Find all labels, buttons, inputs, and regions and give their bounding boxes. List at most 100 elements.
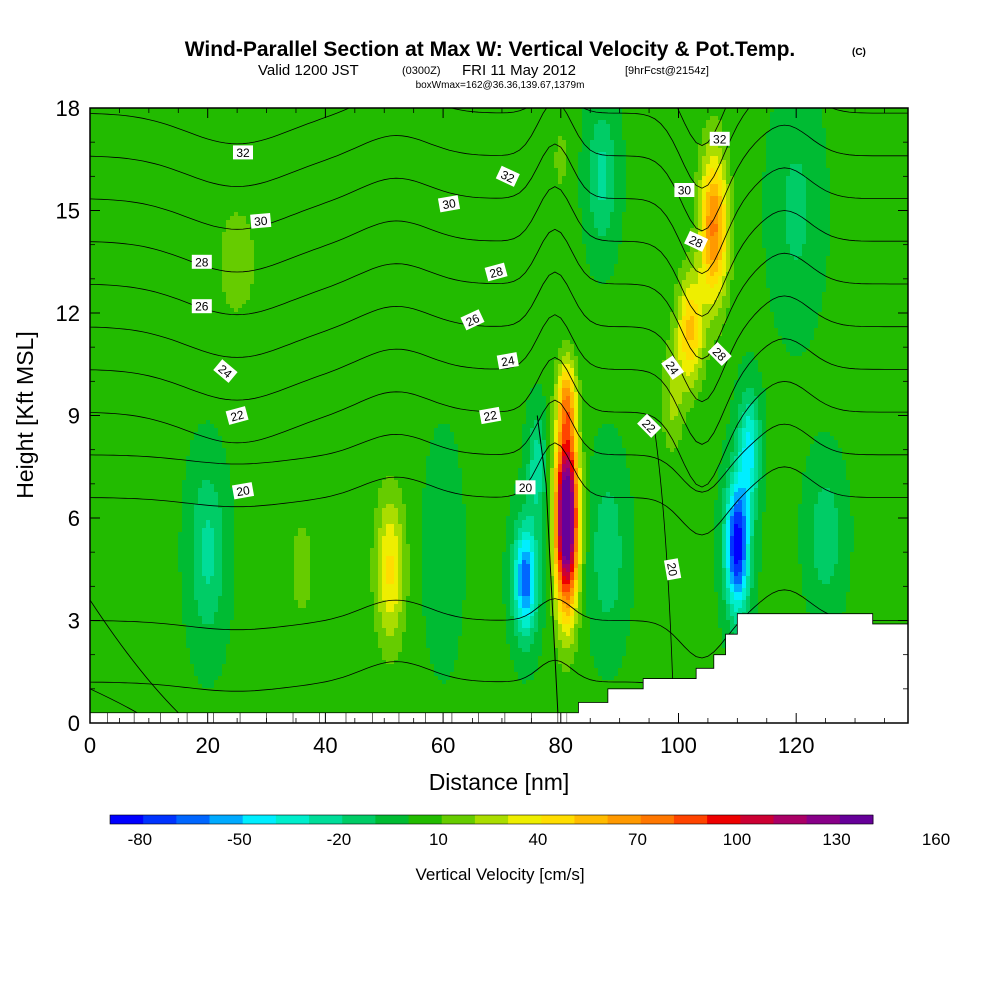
velocity-cell	[450, 112, 455, 117]
velocity-cell	[338, 148, 343, 153]
velocity-cell	[834, 128, 839, 133]
velocity-cell	[414, 128, 419, 133]
velocity-cell	[726, 152, 731, 157]
velocity-cell	[418, 184, 423, 189]
velocity-cell	[178, 164, 183, 169]
velocity-cell	[638, 152, 643, 157]
velocity-cell	[178, 136, 183, 141]
velocity-cell	[622, 148, 627, 153]
velocity-cell	[362, 168, 367, 173]
velocity-cell	[690, 144, 695, 149]
velocity-cell	[686, 136, 691, 141]
velocity-cell	[566, 140, 571, 145]
velocity-cell	[366, 168, 371, 173]
velocity-cell	[154, 180, 159, 185]
velocity-cell	[438, 176, 443, 181]
velocity-cell	[826, 136, 831, 141]
velocity-cell	[358, 120, 363, 125]
velocity-cell	[822, 164, 827, 169]
velocity-cell	[482, 160, 487, 165]
velocity-cell	[542, 128, 547, 133]
velocity-cell	[226, 124, 231, 129]
velocity-cell	[790, 112, 795, 117]
velocity-cell	[306, 116, 311, 121]
velocity-cell	[282, 148, 287, 153]
velocity-cell	[866, 176, 871, 181]
velocity-cell	[782, 156, 787, 161]
velocity-cell	[398, 188, 403, 193]
velocity-cell	[214, 152, 219, 157]
velocity-cell	[270, 124, 275, 129]
velocity-cell	[310, 184, 315, 189]
velocity-cell	[102, 124, 107, 129]
velocity-cell	[206, 168, 211, 173]
velocity-cell	[382, 120, 387, 125]
velocity-cell	[678, 128, 683, 133]
velocity-cell	[170, 172, 175, 177]
velocity-cell	[678, 168, 683, 173]
velocity-cell	[126, 128, 131, 133]
velocity-cell	[230, 132, 235, 137]
velocity-cell	[646, 152, 651, 157]
velocity-cell	[694, 136, 699, 141]
velocity-cell	[238, 168, 243, 173]
velocity-cell	[126, 172, 131, 177]
velocity-cell	[182, 184, 187, 189]
velocity-cell	[654, 124, 659, 129]
velocity-cell	[398, 116, 403, 121]
velocity-cell	[162, 192, 167, 197]
velocity-cell	[462, 164, 467, 169]
velocity-cell	[138, 112, 143, 117]
velocity-cell	[554, 164, 559, 169]
velocity-cell	[170, 164, 175, 169]
velocity-cell	[662, 180, 667, 185]
velocity-cell	[374, 124, 379, 129]
velocity-cell	[238, 136, 243, 141]
velocity-cell	[670, 152, 675, 157]
velocity-cell	[774, 148, 779, 153]
velocity-cell	[478, 172, 483, 177]
velocity-cell	[378, 124, 383, 129]
velocity-cell	[806, 164, 811, 169]
velocity-cell	[810, 112, 815, 117]
velocity-cell	[526, 172, 531, 177]
velocity-cell	[502, 160, 507, 165]
velocity-cell	[782, 132, 787, 137]
velocity-cell	[254, 144, 259, 149]
velocity-cell	[806, 116, 811, 121]
velocity-cell	[146, 140, 151, 145]
velocity-cell	[730, 116, 735, 121]
velocity-cell	[466, 124, 471, 129]
velocity-cell	[214, 176, 219, 181]
velocity-cell	[222, 172, 227, 177]
velocity-cell	[546, 180, 551, 185]
velocity-cell	[458, 136, 463, 141]
velocity-cell	[522, 128, 527, 133]
velocity-cell	[534, 148, 539, 153]
velocity-cell	[554, 112, 559, 117]
velocity-cell	[262, 192, 267, 197]
velocity-cell	[846, 184, 851, 189]
velocity-cell	[410, 164, 415, 169]
velocity-cell	[566, 144, 571, 149]
velocity-cell	[758, 144, 763, 149]
velocity-cell	[758, 156, 763, 161]
velocity-cell	[590, 140, 595, 145]
velocity-cell	[354, 148, 359, 153]
velocity-cell	[278, 124, 283, 129]
velocity-cell	[702, 112, 707, 117]
velocity-cell	[370, 184, 375, 189]
velocity-cell	[706, 120, 711, 125]
velocity-cell	[130, 128, 135, 133]
velocity-cell	[658, 116, 663, 121]
velocity-cell	[830, 160, 835, 165]
velocity-cell	[362, 132, 367, 137]
velocity-cell	[558, 152, 563, 157]
velocity-cell	[886, 112, 891, 117]
velocity-cell	[414, 176, 419, 181]
velocity-cell	[442, 164, 447, 169]
velocity-cell	[186, 180, 191, 185]
velocity-cell	[478, 148, 483, 153]
velocity-cell	[430, 180, 435, 185]
velocity-cell	[670, 132, 675, 137]
